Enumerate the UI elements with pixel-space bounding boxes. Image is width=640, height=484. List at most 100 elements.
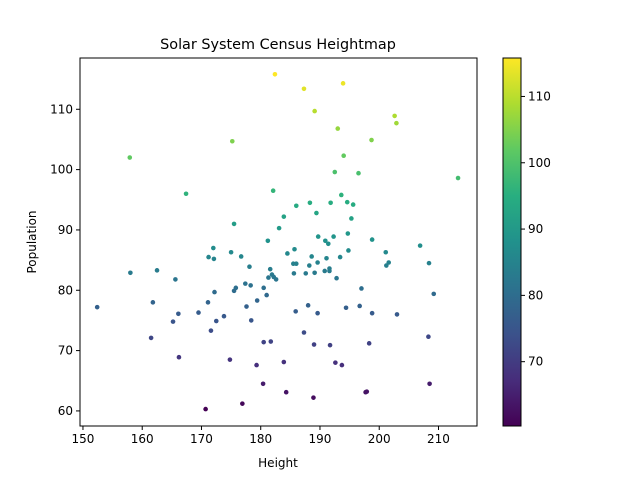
data-point bbox=[227, 357, 233, 362]
colorbar bbox=[502, 57, 522, 427]
data-point bbox=[301, 86, 307, 92]
data-point bbox=[315, 260, 320, 265]
data-point bbox=[309, 254, 314, 259]
data-point bbox=[311, 395, 316, 400]
data-point bbox=[260, 381, 266, 387]
data-point bbox=[394, 120, 399, 126]
data-point bbox=[254, 362, 259, 368]
data-point bbox=[283, 389, 289, 395]
x-tick-label: 160 bbox=[131, 432, 154, 446]
data-point bbox=[303, 271, 309, 276]
data-point bbox=[229, 138, 235, 144]
data-point bbox=[265, 238, 271, 244]
points-layer bbox=[94, 71, 461, 412]
data-point bbox=[281, 359, 287, 365]
data-point bbox=[248, 283, 253, 288]
data-point bbox=[369, 137, 374, 143]
data-point bbox=[369, 237, 375, 242]
data-point bbox=[394, 312, 400, 317]
data-point bbox=[203, 406, 208, 412]
data-point bbox=[427, 381, 432, 387]
data-point bbox=[248, 318, 254, 323]
data-point bbox=[213, 318, 219, 324]
data-point bbox=[311, 342, 317, 347]
data-point bbox=[312, 108, 317, 114]
y-tick-label: 80 bbox=[58, 283, 73, 297]
data-point bbox=[339, 362, 345, 368]
data-point bbox=[183, 191, 189, 197]
y-tick-label: 70 bbox=[58, 344, 73, 358]
x-tick-label: 200 bbox=[368, 432, 391, 446]
data-point bbox=[268, 339, 274, 344]
y-axis: 60 70 80 90 100 110 bbox=[50, 102, 80, 418]
data-point bbox=[325, 241, 331, 247]
colorbar-axis: 70 80 90 100 110 bbox=[521, 89, 551, 369]
data-point bbox=[206, 254, 211, 260]
data-point bbox=[301, 330, 307, 335]
data-point bbox=[154, 268, 160, 273]
data-point bbox=[346, 248, 351, 253]
x-tick-label: 210 bbox=[427, 432, 450, 446]
data-point bbox=[345, 231, 351, 236]
data-point bbox=[243, 281, 248, 286]
chart-title: Solar System Census Heightmap bbox=[160, 37, 396, 53]
data-point bbox=[369, 310, 375, 316]
data-point bbox=[307, 200, 313, 206]
data-point bbox=[315, 234, 321, 239]
data-point bbox=[205, 300, 211, 305]
data-point bbox=[293, 309, 298, 314]
data-point bbox=[211, 245, 216, 251]
x-tick-label: 180 bbox=[249, 432, 272, 446]
x-axis-label: Height bbox=[258, 456, 298, 470]
data-point bbox=[426, 260, 432, 266]
data-point bbox=[176, 311, 181, 317]
data-point bbox=[261, 285, 266, 291]
x-axis: 150 160 170 180 190 200 210 bbox=[72, 426, 450, 446]
data-point bbox=[340, 81, 346, 86]
data-point bbox=[323, 238, 328, 244]
data-point bbox=[173, 277, 178, 282]
data-point bbox=[196, 310, 201, 315]
data-point bbox=[426, 334, 431, 340]
data-point bbox=[291, 271, 297, 276]
data-point bbox=[455, 175, 461, 181]
colorbar-tick-label: 70 bbox=[528, 355, 543, 369]
x-tick-label: 150 bbox=[72, 432, 95, 446]
data-point bbox=[240, 401, 245, 406]
data-point bbox=[386, 260, 392, 265]
data-point bbox=[292, 246, 297, 252]
data-point bbox=[349, 216, 354, 221]
data-point bbox=[343, 305, 349, 311]
data-point bbox=[327, 342, 333, 348]
plot-frame bbox=[79, 57, 478, 427]
data-point bbox=[305, 303, 311, 308]
data-point bbox=[324, 255, 329, 261]
data-point bbox=[315, 310, 320, 316]
data-point bbox=[293, 261, 299, 267]
data-point bbox=[270, 188, 276, 194]
data-point bbox=[350, 202, 356, 207]
data-point bbox=[148, 335, 154, 341]
data-point bbox=[233, 285, 239, 291]
data-point bbox=[212, 289, 217, 295]
data-point bbox=[238, 254, 244, 259]
y-tick-label: 90 bbox=[58, 223, 73, 237]
colorbar-tick-label: 80 bbox=[528, 288, 543, 302]
y-tick-label: 100 bbox=[50, 163, 73, 177]
data-point bbox=[359, 286, 364, 291]
data-point bbox=[221, 313, 227, 319]
data-point bbox=[331, 234, 336, 239]
data-point bbox=[366, 341, 372, 346]
data-point bbox=[417, 243, 423, 248]
y-axis-label: Population bbox=[25, 210, 39, 273]
data-point bbox=[276, 225, 282, 231]
data-point bbox=[281, 214, 287, 219]
data-point bbox=[211, 256, 217, 262]
y-tick-label: 60 bbox=[58, 404, 73, 418]
colorbar-tick-label: 100 bbox=[528, 156, 551, 170]
data-point bbox=[208, 328, 214, 333]
data-point bbox=[244, 304, 249, 309]
data-point bbox=[150, 300, 156, 305]
data-point bbox=[94, 304, 100, 310]
